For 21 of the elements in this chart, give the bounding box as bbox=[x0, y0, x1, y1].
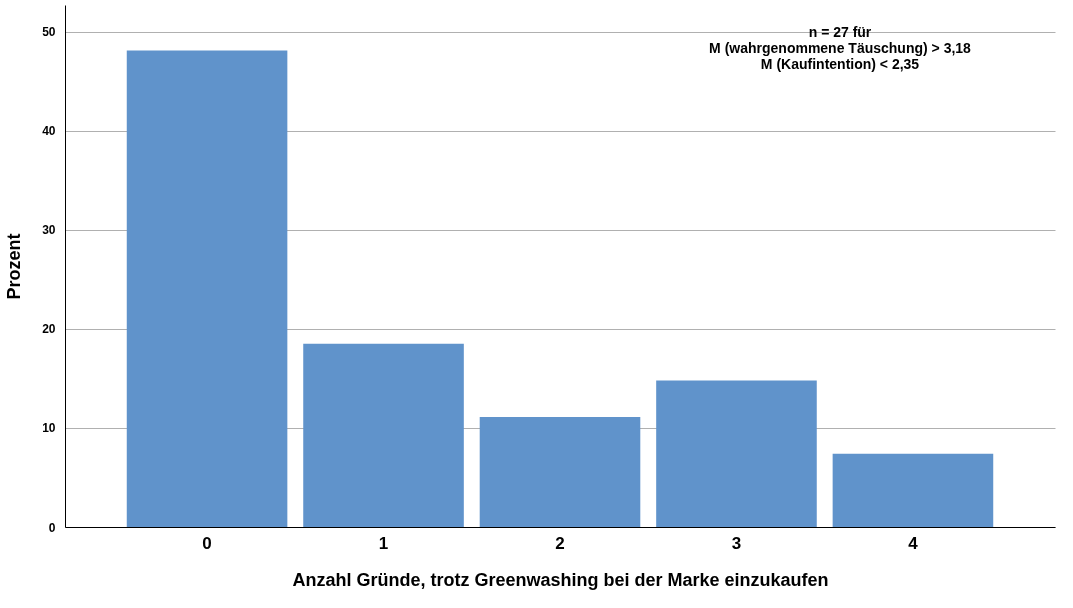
annotation: n = 27 für bbox=[808, 24, 872, 40]
annotation: M (Kaufintention) < 2,35 bbox=[760, 56, 920, 72]
annotation: M (wahrgenommene Täuschung) > 3,18 bbox=[709, 40, 972, 56]
bar bbox=[126, 50, 288, 527]
bar bbox=[303, 343, 464, 527]
bar bbox=[656, 380, 817, 527]
y-tick-label: 30 bbox=[42, 223, 56, 238]
y-tick-label: 10 bbox=[42, 421, 56, 436]
x-tick-label: 4 bbox=[908, 533, 919, 553]
y-tick-label: 0 bbox=[48, 520, 56, 535]
y-axis-title: Prozent bbox=[4, 233, 25, 300]
x-tick-label: 0 bbox=[202, 533, 212, 553]
x-tick-label: 1 bbox=[378, 533, 389, 553]
x-tick-label: 2 bbox=[555, 533, 565, 553]
y-tick-label: 50 bbox=[42, 25, 56, 40]
x-tick-label: 3 bbox=[731, 533, 742, 553]
x-axis-title: Anzahl Gründe, trotz Greenwashing bei der Marke einzukaufen bbox=[292, 569, 829, 590]
y-tick-label: 40 bbox=[42, 124, 56, 139]
bar bbox=[479, 417, 641, 527]
y-tick-label: 20 bbox=[42, 322, 56, 337]
bar bbox=[832, 453, 994, 527]
